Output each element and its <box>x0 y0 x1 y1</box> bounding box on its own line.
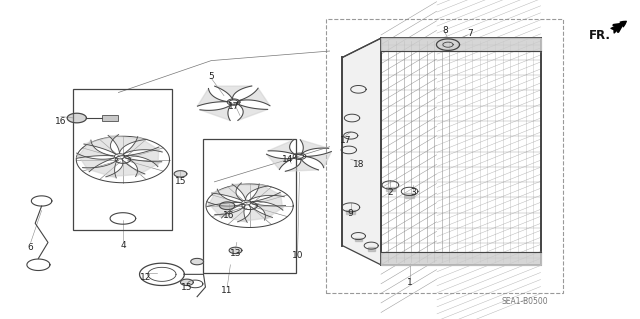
Polygon shape <box>250 184 284 200</box>
Text: 17: 17 <box>340 136 351 145</box>
Text: FR.: FR. <box>589 29 611 41</box>
Polygon shape <box>197 88 228 106</box>
Polygon shape <box>106 159 145 177</box>
Bar <box>204 139 296 273</box>
Polygon shape <box>67 113 86 123</box>
Polygon shape <box>108 135 147 153</box>
Text: 11: 11 <box>221 286 233 295</box>
Text: 7: 7 <box>467 29 473 38</box>
Text: 12: 12 <box>140 273 152 282</box>
Text: 16: 16 <box>223 211 235 220</box>
Polygon shape <box>300 140 329 154</box>
Polygon shape <box>237 205 273 222</box>
Polygon shape <box>239 88 270 106</box>
Text: 18: 18 <box>353 160 364 169</box>
Text: 15: 15 <box>181 283 193 292</box>
Polygon shape <box>346 210 355 214</box>
Text: 8: 8 <box>442 26 447 35</box>
Text: 9: 9 <box>348 209 353 218</box>
Polygon shape <box>207 189 241 206</box>
Polygon shape <box>342 38 381 265</box>
Text: 3: 3 <box>410 189 415 197</box>
Text: 6: 6 <box>28 243 33 252</box>
Polygon shape <box>84 135 118 154</box>
Polygon shape <box>237 104 268 121</box>
Text: 14: 14 <box>282 155 294 164</box>
Text: 5: 5 <box>209 72 214 81</box>
Polygon shape <box>252 204 285 220</box>
Polygon shape <box>266 154 295 169</box>
Polygon shape <box>305 152 332 168</box>
Polygon shape <box>268 140 296 155</box>
Text: 10: 10 <box>292 251 303 260</box>
Polygon shape <box>220 202 235 210</box>
Text: SEA1-B0500: SEA1-B0500 <box>502 297 548 306</box>
Polygon shape <box>406 193 414 197</box>
Polygon shape <box>191 258 204 265</box>
Text: 4: 4 <box>120 241 125 250</box>
Text: 17: 17 <box>228 102 239 111</box>
Polygon shape <box>180 279 193 286</box>
Polygon shape <box>200 105 231 121</box>
Polygon shape <box>102 115 118 121</box>
Polygon shape <box>367 248 374 251</box>
Polygon shape <box>232 184 268 200</box>
Polygon shape <box>207 202 242 218</box>
Text: 2: 2 <box>388 189 393 197</box>
Bar <box>326 19 563 293</box>
Text: 16: 16 <box>55 117 67 126</box>
Bar <box>73 89 173 230</box>
Polygon shape <box>83 160 118 178</box>
Text: 13: 13 <box>230 249 241 258</box>
Polygon shape <box>214 86 252 99</box>
Polygon shape <box>215 205 247 222</box>
Polygon shape <box>355 238 362 241</box>
Polygon shape <box>77 153 114 172</box>
Polygon shape <box>174 171 187 177</box>
Text: 15: 15 <box>175 177 186 186</box>
Polygon shape <box>124 137 163 154</box>
Polygon shape <box>76 140 113 159</box>
Polygon shape <box>229 247 242 254</box>
Polygon shape <box>252 192 283 210</box>
Text: 1: 1 <box>407 278 412 287</box>
Polygon shape <box>381 38 541 51</box>
Polygon shape <box>285 159 319 171</box>
Polygon shape <box>125 158 162 176</box>
Polygon shape <box>212 183 242 201</box>
Polygon shape <box>381 252 541 265</box>
Polygon shape <box>387 187 394 191</box>
Polygon shape <box>126 147 159 167</box>
